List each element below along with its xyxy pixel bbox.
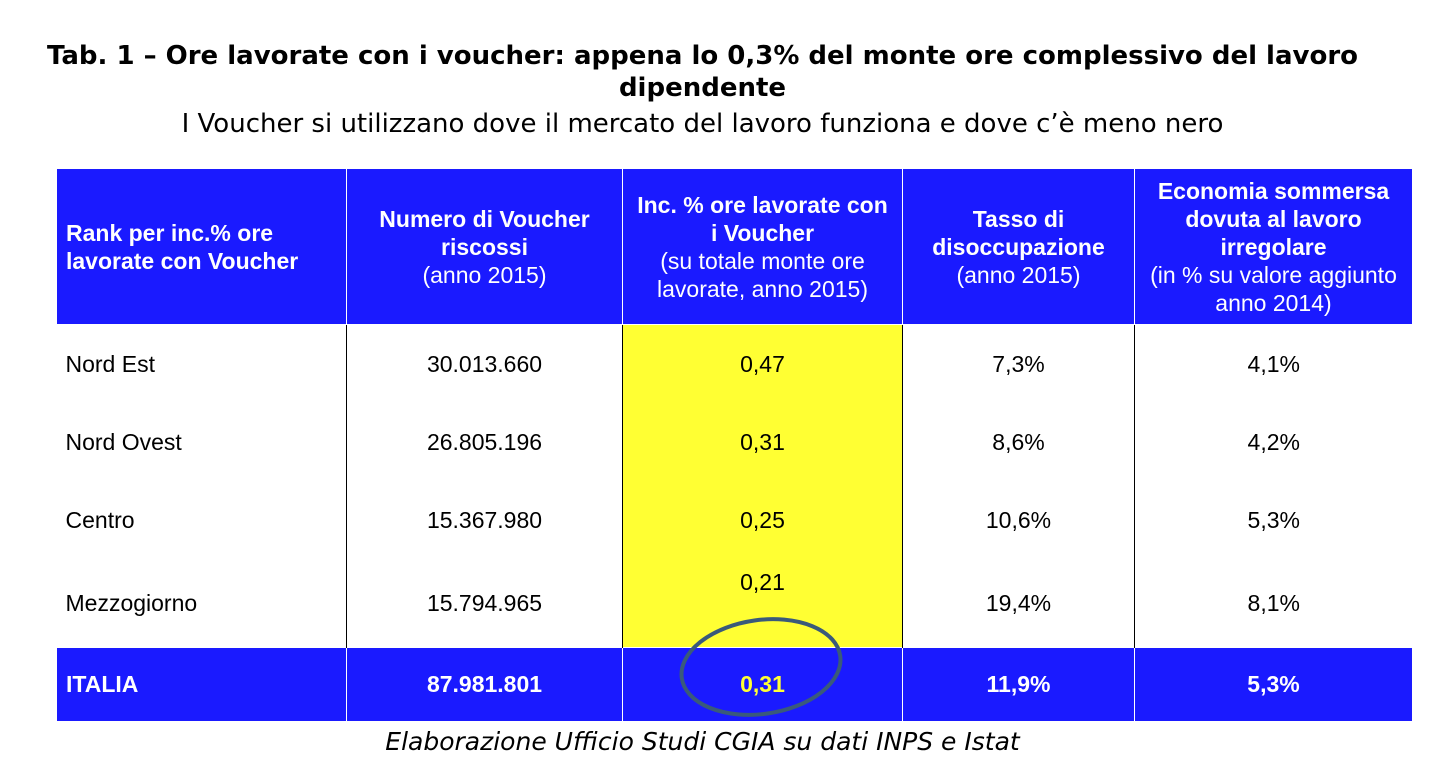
unemployment-cell: 10,6% <box>902 481 1135 559</box>
header-incidence-label: Inc. % ore lavorate con i Voucher <box>637 191 888 246</box>
region-cell: Mezzogiorno <box>56 559 347 648</box>
total-shadow-economy-cell: 5,3% <box>1134 647 1413 722</box>
header-shadow-note: (in % su valore aggiunto anno 2014) <box>1150 261 1397 316</box>
table-title: Tab. 1 – Ore lavorate con i voucher: app… <box>46 41 1359 103</box>
total-region-cell: ITALIA <box>56 647 347 722</box>
incidence-cell: 0,21 <box>622 559 903 648</box>
table-header-row: Rank per inc.% ore lavorate con Voucher … <box>56 168 1413 325</box>
header-vouchers-note: (anno 2015) <box>422 261 547 288</box>
incidence-cell: 0,31 <box>622 403 903 481</box>
voucher-table: Rank per inc.% ore lavorate con Voucher … <box>56 168 1413 722</box>
total-row: ITALIA 87.981.801 0,31 11,9% 5,3% <box>56 647 1413 722</box>
region-cell: Nord Est <box>56 324 347 403</box>
shadow-economy-cell: 5,3% <box>1134 481 1413 559</box>
header-incidence: Inc. % ore lavorate con i Voucher (su to… <box>622 168 903 325</box>
total-unemployment-cell: 11,9% <box>902 647 1135 722</box>
vouchers-cell: 15.794.965 <box>346 559 623 648</box>
highlight-circle-annotation <box>679 617 843 717</box>
header-unemployment-label: Tasso di disoccupazione <box>932 205 1105 260</box>
total-incidence-cell: 0,31 <box>622 647 903 722</box>
header-vouchers: Numero di Voucher riscossi (anno 2015) <box>346 168 623 325</box>
header-unemployment: Tasso di disoccupazione (anno 2015) <box>902 168 1135 325</box>
shadow-economy-cell: 4,1% <box>1134 324 1413 403</box>
shadow-economy-cell: 8,1% <box>1134 559 1413 648</box>
incidence-cell: 0,47 <box>622 324 903 403</box>
vouchers-cell: 15.367.980 <box>346 481 623 559</box>
vouchers-cell: 30.013.660 <box>346 324 623 403</box>
table-row: Nord Ovest 26.805.196 0,31 8,6% 4,2% <box>56 403 1413 481</box>
header-shadow-economy: Economia sommersa dovuta al lavoro irreg… <box>1134 168 1413 325</box>
table-row: Centro 15.367.980 0,25 10,6% 5,3% <box>56 481 1413 559</box>
region-cell: Centro <box>56 481 347 559</box>
unemployment-cell: 7,3% <box>902 324 1135 403</box>
header-incidence-note: (su totale monte ore lavorate, anno 2015… <box>657 247 868 302</box>
region-cell: Nord Ovest <box>56 403 347 481</box>
table-row: Mezzogiorno 15.794.965 0,21 19,4% 8,1% <box>56 559 1413 648</box>
table-row: Nord Est 30.013.660 0,47 7,3% 4,1% <box>56 324 1413 403</box>
header-vouchers-label: Numero di Voucher riscossi <box>379 205 590 260</box>
unemployment-cell: 19,4% <box>902 559 1135 648</box>
header-shadow-label: Economia sommersa dovuta al lavoro irreg… <box>1157 177 1390 260</box>
header-rank: Rank per inc.% ore lavorate con Voucher <box>56 168 347 325</box>
incidence-cell: 0,25 <box>622 481 903 559</box>
vouchers-cell: 26.805.196 <box>346 403 623 481</box>
header-unemployment-note: (anno 2015) <box>956 261 1081 288</box>
unemployment-cell: 8,6% <box>902 403 1135 481</box>
header-rank-label: Rank per inc.% ore lavorate con Voucher <box>66 219 299 274</box>
shadow-economy-cell: 4,2% <box>1134 403 1413 481</box>
total-vouchers-cell: 87.981.801 <box>346 647 623 722</box>
source-note: Elaborazione Ufficio Studi CGIA su dati … <box>385 727 1020 756</box>
table-subtitle: I Voucher si utilizzano dove il mercato … <box>181 109 1224 139</box>
